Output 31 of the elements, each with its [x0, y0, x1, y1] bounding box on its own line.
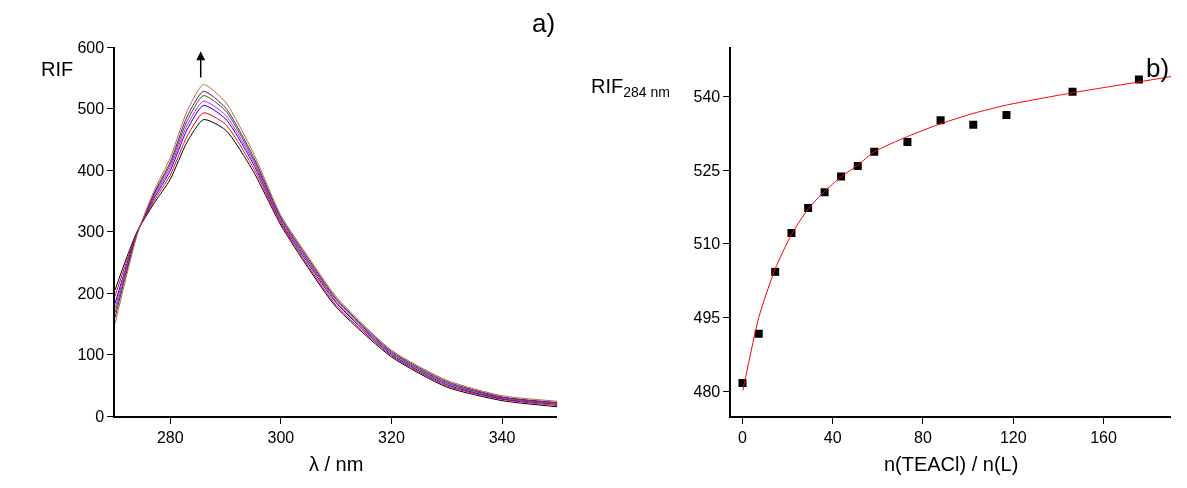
x-tick-label: 300 — [267, 428, 295, 446]
y-tick-label: 0 — [95, 407, 105, 425]
y-axis-title: RIF — [41, 58, 74, 80]
chart-title: b) — [1146, 53, 1170, 83]
y-axis-title: RIF$_{284 nm}$ — [591, 75, 670, 101]
x-tick-label: 0 — [738, 428, 748, 446]
y-tick-label: 540 — [693, 87, 721, 105]
point — [969, 120, 978, 129]
y-tick-label: 480 — [693, 383, 721, 400]
x-axis-title: n(TEACl) / n(L) — [883, 452, 1019, 475]
x-tick-label: 320 — [378, 428, 405, 446]
y-tick-label: 500 — [77, 100, 105, 118]
x-tick-label: 280 — [156, 428, 184, 446]
y-tick-label: 200 — [77, 284, 105, 302]
x-tick-label: 340 — [488, 428, 516, 446]
point — [1002, 110, 1011, 119]
y-tick-label: 400 — [77, 161, 105, 179]
point — [903, 137, 912, 146]
point — [754, 329, 763, 338]
chart-title: a) — [532, 8, 556, 38]
y-tick-label: 525 — [693, 161, 721, 179]
y-tick-label: 600 — [77, 38, 105, 56]
x-tick-label: 40 — [823, 428, 842, 446]
x-axis-title: λ / nm — [308, 452, 364, 475]
y-tick-label: 510 — [693, 235, 721, 253]
x-tick-label: 160 — [1090, 428, 1117, 446]
y-tick-label: 495 — [693, 309, 721, 327]
x-tick-label: 80 — [914, 428, 932, 446]
y-tick-label: 300 — [77, 223, 105, 241]
y-tick-label: 100 — [77, 346, 105, 364]
x-tick-label: 120 — [999, 428, 1027, 446]
